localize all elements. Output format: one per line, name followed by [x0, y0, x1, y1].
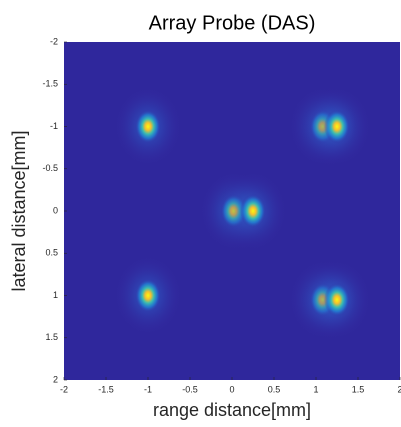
y-tick-label: 2 [53, 374, 58, 384]
bright-spot [324, 109, 350, 144]
bright-spot [240, 194, 266, 228]
x-tick-label: -1 [144, 384, 152, 394]
x-tick-label: -0.5 [182, 384, 198, 394]
chart-title: Array Probe (DAS) [149, 12, 316, 34]
y-tick-label: 0.5 [45, 248, 58, 258]
y-tick-label: 0 [53, 205, 58, 215]
x-tick-label: 0.5 [268, 384, 281, 394]
y-tick-label: -2 [50, 36, 58, 46]
bright-spot [135, 109, 161, 144]
y-tick-label: 1.5 [45, 332, 58, 342]
x-tick-label: 2 [397, 384, 401, 394]
x-axis-label: range distance[mm] [153, 400, 311, 420]
x-tick-label: 1.5 [352, 384, 365, 394]
bright-spot [324, 282, 350, 317]
y-axis-label: lateral distance[mm] [9, 130, 29, 291]
x-tick-label: 0 [229, 384, 234, 394]
bright-spot [135, 278, 161, 313]
y-tick-label: 1 [53, 290, 58, 300]
y-tick-label: -0.5 [42, 163, 58, 173]
x-tick-label: -2 [60, 384, 68, 394]
y-tick-label: -1 [50, 121, 58, 131]
image-layer [114, 86, 371, 340]
y-tick-label: -1.5 [42, 79, 58, 89]
x-tick-label: 1 [313, 384, 318, 394]
x-tick-label: -1.5 [98, 384, 114, 394]
